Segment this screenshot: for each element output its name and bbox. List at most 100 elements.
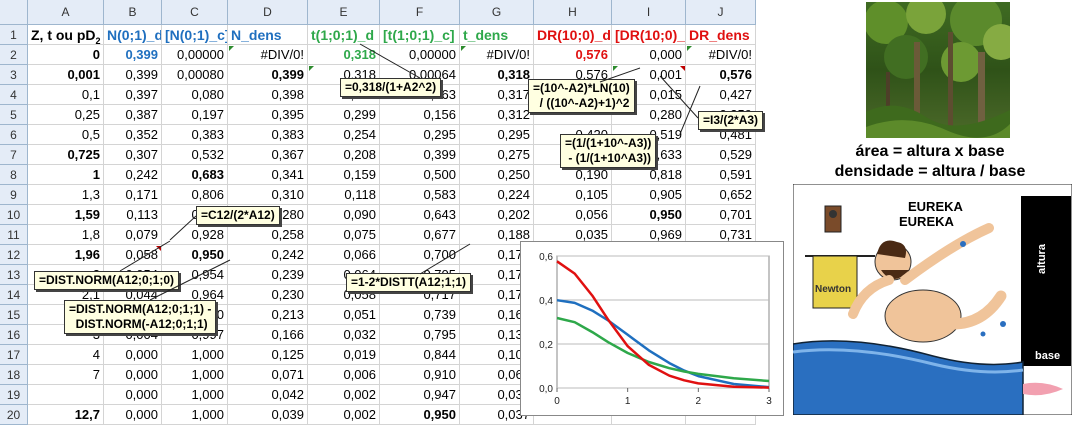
cell-d12[interactable]: 0,242 (228, 245, 308, 265)
cell-c19[interactable]: 1,000 (162, 385, 228, 405)
cell-e17[interactable]: 0,019 (308, 345, 380, 365)
header-cell-h[interactable]: DR(10;0)_d (534, 25, 612, 45)
cell-g3[interactable]: 0,318 (460, 65, 534, 85)
cell-g11[interactable]: 0,188 (460, 225, 534, 245)
cell-i2[interactable]: 0,000 (612, 45, 686, 65)
cell-d16[interactable]: 0,166 (228, 325, 308, 345)
select-all-corner[interactable] (0, 0, 28, 25)
cell-b20[interactable]: 0,000 (104, 405, 162, 425)
row-header-1[interactable]: 1 (0, 25, 28, 45)
cell-b17[interactable]: 0,000 (104, 345, 162, 365)
cell-b9[interactable]: 0,171 (104, 185, 162, 205)
cell-e8[interactable]: 0,159 (308, 165, 380, 185)
column-header-a[interactable]: A (28, 0, 104, 25)
cell-b7[interactable]: 0,307 (104, 145, 162, 165)
row-header-18[interactable]: 18 (0, 365, 28, 385)
cell-f15[interactable]: 0,739 (380, 305, 460, 325)
cell-j10[interactable]: 0,701 (686, 205, 756, 225)
cell-d4[interactable]: 0,398 (228, 85, 308, 105)
cell-b2[interactable]: 0,399 (104, 45, 162, 65)
row-header-11[interactable]: 11 (0, 225, 28, 245)
cell-d7[interactable]: 0,367 (228, 145, 308, 165)
cell-b18[interactable]: 0,000 (104, 365, 162, 385)
cell-c8[interactable]: 0,683 (162, 165, 228, 185)
cell-f6[interactable]: 0,295 (380, 125, 460, 145)
cell-h5[interactable] (534, 105, 612, 125)
row-header-8[interactable]: 8 (0, 165, 28, 185)
cell-g2[interactable]: #DIV/0! (460, 45, 534, 65)
row-header-20[interactable]: 20 (0, 405, 28, 425)
cell-c7[interactable]: 0,532 (162, 145, 228, 165)
cell-e16[interactable]: 0,032 (308, 325, 380, 345)
cell-a11[interactable]: 1,8 (28, 225, 104, 245)
cell-a12[interactable]: 1,96 (28, 245, 104, 265)
cell-a17[interactable]: 4 (28, 345, 104, 365)
cell-a3[interactable]: 0,001 (28, 65, 104, 85)
cell-f9[interactable]: 0,583 (380, 185, 460, 205)
column-header-d[interactable]: D (228, 0, 308, 25)
cell-j7[interactable]: 0,529 (686, 145, 756, 165)
cell-g6[interactable]: 0,295 (460, 125, 534, 145)
row-header-9[interactable]: 9 (0, 185, 28, 205)
cell-a4[interactable]: 0,1 (28, 85, 104, 105)
cell-d13[interactable]: 0,239 (228, 265, 308, 285)
cell-a8[interactable]: 1 (28, 165, 104, 185)
cell-b11[interactable]: 0,079 (104, 225, 162, 245)
row-header-10[interactable]: 10 (0, 205, 28, 225)
cell-e11[interactable]: 0,075 (308, 225, 380, 245)
header-cell-b[interactable]: N(0;1)_d (104, 25, 162, 45)
row-header-14[interactable]: 14 (0, 285, 28, 305)
row-header-12[interactable]: 12 (0, 245, 28, 265)
cell-f11[interactable]: 0,677 (380, 225, 460, 245)
cell-c5[interactable]: 0,197 (162, 105, 228, 125)
cell-c4[interactable]: 0,080 (162, 85, 228, 105)
cell-b5[interactable]: 0,387 (104, 105, 162, 125)
cell-d9[interactable]: 0,310 (228, 185, 308, 205)
cell-i10[interactable]: 0,950 (612, 205, 686, 225)
header-cell-i[interactable]: [DR(10;0)_c] (612, 25, 686, 45)
cell-j9[interactable]: 0,652 (686, 185, 756, 205)
cell-a20[interactable]: 12,7 (28, 405, 104, 425)
column-header-i[interactable]: I (612, 0, 686, 25)
cell-d15[interactable]: 0,213 (228, 305, 308, 325)
cell-e10[interactable]: 0,090 (308, 205, 380, 225)
cell-c9[interactable]: 0,806 (162, 185, 228, 205)
cell-b10[interactable]: 0,113 (104, 205, 162, 225)
cell-j2[interactable]: #DIV/0! (686, 45, 756, 65)
cell-g10[interactable]: 0,202 (460, 205, 534, 225)
cell-j4[interactable]: 0,427 (686, 85, 756, 105)
cell-c3[interactable]: 0,00080 (162, 65, 228, 85)
cell-g9[interactable]: 0,224 (460, 185, 534, 205)
cell-e6[interactable]: 0,254 (308, 125, 380, 145)
cell-c6[interactable]: 0,383 (162, 125, 228, 145)
cell-g7[interactable]: 0,275 (460, 145, 534, 165)
cell-b3[interactable]: 0,399 (104, 65, 162, 85)
header-cell-g[interactable]: t_dens (460, 25, 534, 45)
column-header-f[interactable]: F (380, 0, 460, 25)
cell-h9[interactable]: 0,105 (534, 185, 612, 205)
header-cell-a[interactable]: Z, t ou pD2 (28, 25, 104, 45)
cell-j8[interactable]: 0,591 (686, 165, 756, 185)
row-header-13[interactable]: 13 (0, 265, 28, 285)
header-cell-d[interactable]: N_dens (228, 25, 308, 45)
cell-e20[interactable]: 0,002 (308, 405, 380, 425)
cell-e5[interactable]: 0,299 (308, 105, 380, 125)
cell-f10[interactable]: 0,643 (380, 205, 460, 225)
cell-d3[interactable]: 0,399 (228, 65, 308, 85)
row-header-15[interactable]: 15 (0, 305, 28, 325)
cell-f18[interactable]: 0,910 (380, 365, 460, 385)
cell-e18[interactable]: 0,006 (308, 365, 380, 385)
cell-a10[interactable]: 1,59 (28, 205, 104, 225)
cell-d20[interactable]: 0,039 (228, 405, 308, 425)
cell-e12[interactable]: 0,066 (308, 245, 380, 265)
cell-c2[interactable]: 0,00000 (162, 45, 228, 65)
cell-c11[interactable]: 0,928 (162, 225, 228, 245)
cell-f12[interactable]: 0,700 (380, 245, 460, 265)
column-header-g[interactable]: G (460, 0, 534, 25)
cell-h8[interactable]: 0,190 (534, 165, 612, 185)
cell-b4[interactable]: 0,397 (104, 85, 162, 105)
cell-a19[interactable] (28, 385, 104, 405)
column-header-c[interactable]: C (162, 0, 228, 25)
cell-c18[interactable]: 1,000 (162, 365, 228, 385)
cell-a18[interactable]: 7 (28, 365, 104, 385)
